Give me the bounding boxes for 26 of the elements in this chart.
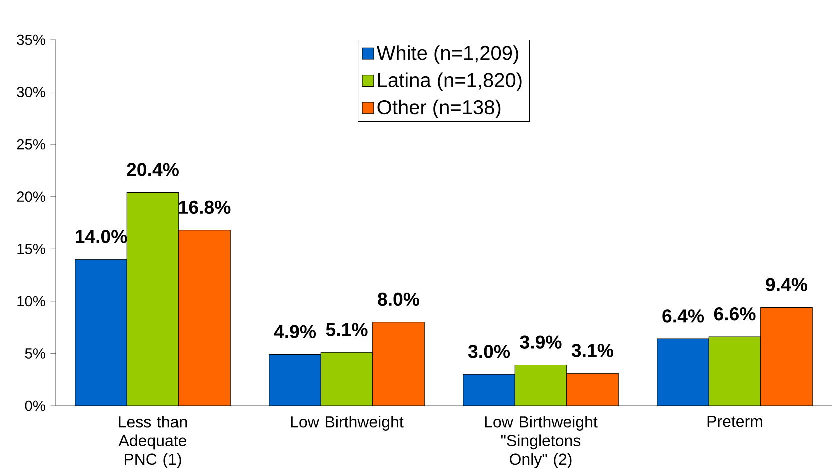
y-tick-label: 30% bbox=[17, 87, 46, 98]
data-label: 3.0% bbox=[468, 345, 510, 358]
data-label: 4.9% bbox=[274, 325, 316, 338]
y-tick-label: 15% bbox=[18, 244, 46, 254]
y-tick-label: 35% bbox=[17, 34, 46, 46]
data-label: 6.4% bbox=[662, 310, 704, 323]
data-label: 3.9% bbox=[520, 336, 562, 349]
data-label: 16.8% bbox=[179, 200, 231, 214]
x-tick-label: Less than Adequate PNC (1) bbox=[118, 416, 188, 468]
x-tick-label: Preterm bbox=[708, 416, 762, 428]
data-label: 3.1% bbox=[572, 344, 614, 358]
y-tick-label: 5% bbox=[25, 348, 46, 359]
data-label: 5.1% bbox=[326, 323, 368, 336]
data-label: 20.4% bbox=[127, 163, 179, 176]
y-tick-label: 20% bbox=[17, 192, 46, 202]
legend-label: Latina (n=1,820) bbox=[378, 72, 522, 92]
y-tick-label: 25% bbox=[17, 139, 46, 150]
data-label: 6.6% bbox=[714, 307, 756, 321]
data-label: 9.4% bbox=[766, 278, 808, 292]
legend-label: Other (n=138) bbox=[378, 100, 501, 119]
y-tick-label: 0% bbox=[25, 400, 46, 412]
x-tick-label: Low Birthweight "Singletons Only" (2) bbox=[485, 416, 598, 468]
legend-label: White (n=1,209) bbox=[376, 46, 518, 64]
x-tick-label: Low Birthweight bbox=[291, 416, 404, 431]
y-tick-label: 10% bbox=[18, 296, 46, 307]
data-label: 8.0% bbox=[378, 292, 420, 306]
